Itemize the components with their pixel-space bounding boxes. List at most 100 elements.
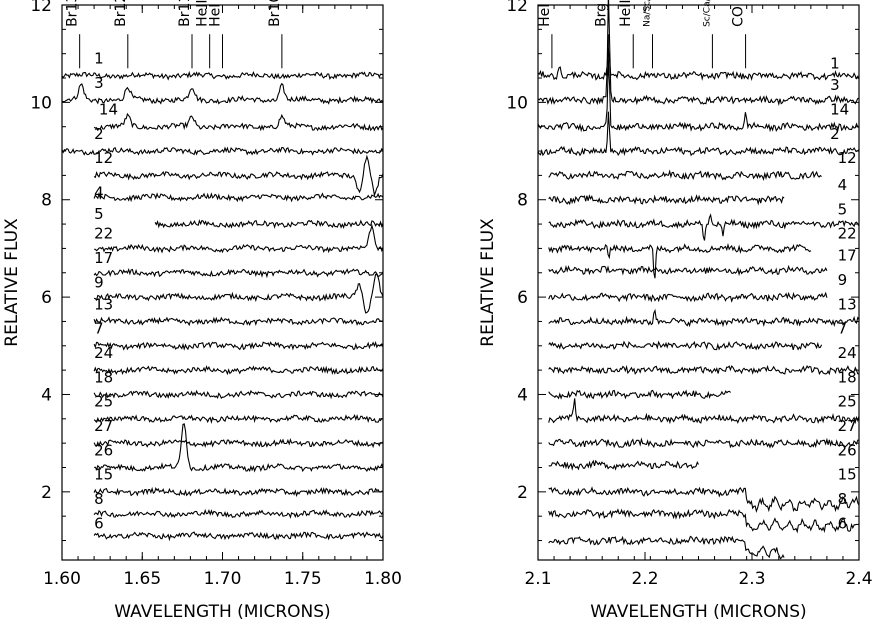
- y-tick-label-2-0: 2: [517, 483, 528, 503]
- spectrum-label-2-6: 6: [838, 514, 848, 532]
- spectrum-label-1-14: 14: [99, 101, 118, 119]
- y-tick-label-2-5: 12: [506, 0, 528, 16]
- spectrum-label-1-1: 1: [94, 49, 104, 67]
- line-label-heii: HeII: [618, 0, 634, 27]
- panel-2: [537, 0, 860, 561]
- spectrum-1-26: [93, 423, 384, 473]
- y-tick-label-2-4: 10: [506, 93, 528, 113]
- spectrum-label-1-5: 5: [94, 205, 104, 223]
- spectrum-label-1-15: 15: [94, 466, 113, 484]
- x-tick-label-2-2: 2.3: [738, 569, 765, 589]
- spectrum-1-1: [61, 70, 384, 81]
- spectrum-label-2-7: 7: [838, 320, 848, 338]
- spectrum-1-6: [93, 531, 384, 542]
- x-axis-label-1: WAVELENGTH (MICRONS): [114, 602, 330, 622]
- panel-1: [61, 4, 384, 561]
- x-tick-label-1-1: 1.65: [123, 569, 161, 589]
- line-label-sccati: Sc/Ca/Ti: [702, 0, 712, 27]
- line-label-br11: Br11: [177, 0, 193, 27]
- spectrum-2-3: [537, 0, 860, 107]
- spectrum-label-2-3: 3: [830, 76, 840, 94]
- spectrum-2-26: [548, 459, 699, 471]
- spectrum-label-2-2: 2: [830, 125, 840, 143]
- spectrum-2-14: [537, 59, 860, 133]
- spectrum-label-1-17: 17: [94, 249, 113, 267]
- spectrum-1-27: [93, 437, 384, 449]
- spectrum-label-2-18: 18: [838, 368, 857, 386]
- y-axis-label-1: RELATIVE FLUX: [2, 218, 22, 347]
- spectrum-label-1-26: 26: [94, 441, 113, 459]
- spectrum-1-13: [93, 316, 384, 327]
- spectrum-label-1-27: 27: [94, 417, 113, 435]
- spectrum-2-9: [548, 291, 828, 303]
- spectrum-label-1-7: 7: [94, 320, 104, 338]
- spectrum-label-2-8: 8: [838, 490, 848, 508]
- spectrum-1-7: [93, 340, 384, 351]
- spectrum-label-1-9: 9: [94, 273, 104, 291]
- spectrum-1-3: [61, 82, 384, 105]
- spectrum-label-1-22: 22: [94, 225, 113, 243]
- spectrum-label-1-2: 2: [94, 125, 104, 143]
- line-label-hei: HeI: [208, 4, 224, 27]
- spectrum-2-4: [548, 194, 785, 206]
- spectrum-label-2-1: 1: [830, 54, 840, 72]
- spectrum-label-1-6: 6: [94, 514, 104, 532]
- spectrum-1-14: [93, 112, 384, 132]
- spectrum-1-22: [93, 223, 384, 254]
- spectrum-label-2-5: 5: [838, 200, 848, 218]
- line-label-hei: HeI: [537, 4, 553, 27]
- spectrum-2-24: [548, 364, 860, 376]
- x-tick-label-1-3: 1.75: [284, 569, 322, 589]
- spectrum-1-12: [93, 154, 384, 198]
- spectrum-2-8: [548, 508, 860, 534]
- spectrum-2-13: [548, 308, 860, 328]
- spectrum-1-5: [154, 219, 384, 229]
- spectrum-2-17: [548, 264, 828, 277]
- x-tick-label-2-1: 2.2: [631, 569, 658, 589]
- spectrum-label-1-25: 25: [94, 393, 113, 411]
- line-label-nascti: Na/Sc/Ti: [642, 0, 652, 27]
- spectrum-label-2-13: 13: [838, 295, 857, 313]
- x-tick-label-2-3: 2.4: [845, 569, 872, 589]
- y-axis-label-2: RELATIVE FLUX: [478, 218, 498, 347]
- spectrum-1-25: [93, 414, 384, 425]
- spectrum-2-22: [548, 242, 812, 279]
- x-tick-label-1-2: 1.70: [204, 569, 242, 589]
- spectrum-label-1-13: 13: [94, 295, 113, 313]
- spectrum-label-2-25: 25: [838, 393, 857, 411]
- spectrum-label-2-9: 9: [838, 271, 848, 289]
- spectrum-2-5: [548, 213, 860, 241]
- line-label-br10: Br10: [267, 0, 283, 27]
- spectrum-1-2: [61, 146, 384, 156]
- spectrum-label-1-12: 12: [94, 149, 113, 167]
- spectrum-1-4: [93, 192, 384, 203]
- spectrum-2-15: [548, 486, 860, 513]
- panel-2-frame: [537, 4, 860, 561]
- spectrum-label-2-17: 17: [838, 247, 857, 265]
- line-label-heii: HeII: [195, 0, 211, 27]
- spectrum-2-12: [548, 169, 822, 181]
- spectrum-label-2-22: 22: [838, 225, 857, 243]
- spectrum-1-17: [93, 268, 384, 279]
- spectrum-2-18: [548, 389, 731, 400]
- y-tick-label-1-3: 8: [41, 191, 52, 211]
- spectrum-1-8: [93, 508, 384, 519]
- spectrum-label-2-15: 15: [838, 466, 857, 484]
- y-tick-label-2-2: 6: [517, 288, 528, 308]
- y-tick-label-1-4: 10: [30, 93, 52, 113]
- x-tick-label-2-0: 2.1: [524, 569, 551, 589]
- spectrum-1-24: [93, 365, 384, 376]
- spectrum-2-27: [548, 437, 860, 449]
- spectrum-label-1-4: 4: [94, 183, 104, 201]
- spectrum-1-15: [93, 486, 383, 498]
- line-label-br12: Br12: [113, 0, 129, 27]
- spectrum-2-2: [537, 111, 860, 157]
- spectrum-2-6: [548, 535, 785, 560]
- spectrum-label-1-3: 3: [94, 74, 104, 92]
- spectrum-label-2-26: 26: [838, 441, 857, 459]
- y-tick-label-2-1: 4: [517, 385, 528, 405]
- line-label-br13: Br13: [65, 0, 81, 27]
- spectrum-label-1-8: 8: [94, 490, 104, 508]
- x-tick-label-1-4: 1.80: [364, 569, 402, 589]
